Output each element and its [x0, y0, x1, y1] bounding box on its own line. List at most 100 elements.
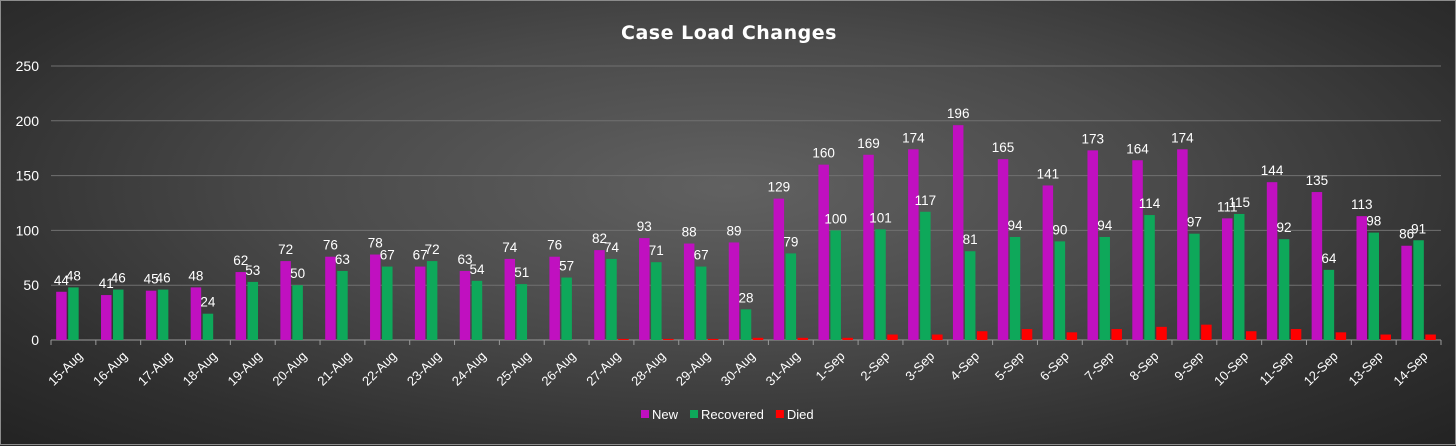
bar-died — [1066, 332, 1078, 340]
data-label-new: 62 — [233, 253, 248, 268]
bar-recovered — [1233, 213, 1245, 340]
bar-recovered — [785, 253, 797, 340]
data-label-recovered: 53 — [245, 263, 260, 278]
bar-died — [842, 337, 853, 340]
bar-died — [976, 331, 988, 340]
data-label-new: 82 — [592, 231, 607, 246]
x-tick-label: 11-Sep — [1257, 348, 1297, 388]
data-label-new: 111 — [1217, 199, 1238, 214]
x-tick-label: 7-Sep — [1082, 348, 1117, 383]
bar-new — [1042, 185, 1054, 340]
bar-new — [1356, 216, 1367, 340]
x-tick-label: 30-Aug — [718, 348, 758, 388]
data-label-new: 67 — [413, 248, 428, 263]
data-label-new: 174 — [902, 130, 925, 145]
x-tick-label: 3-Sep — [902, 348, 937, 383]
legend-swatch-new — [641, 410, 649, 418]
x-tick-label: 8-Sep — [1126, 348, 1161, 383]
bar-new — [1311, 192, 1323, 340]
bar-new — [818, 164, 829, 340]
data-label-new: 169 — [857, 136, 880, 151]
data-label-recovered: 79 — [783, 234, 798, 249]
bar-recovered — [1099, 236, 1110, 340]
bar-died — [1425, 334, 1436, 340]
x-tick-label: 1-Sep — [813, 348, 848, 383]
bar-died — [1290, 329, 1302, 340]
data-label-recovered: 71 — [649, 243, 664, 258]
bar-recovered — [1368, 232, 1379, 340]
bar-recovered — [68, 287, 79, 340]
x-tick-label: 25-Aug — [494, 348, 534, 388]
data-label-new: 174 — [1171, 130, 1194, 145]
bar-recovered — [561, 277, 572, 340]
legend-label-new: New — [652, 407, 679, 422]
x-tick-label: 13-Sep — [1346, 348, 1386, 388]
bar-recovered — [1189, 233, 1200, 340]
bar-died — [1335, 332, 1347, 340]
data-label-new: 141 — [1037, 166, 1060, 181]
data-label-new: 93 — [637, 219, 652, 234]
x-tick-label: 26-Aug — [538, 348, 578, 388]
data-label-recovered: 115 — [1228, 195, 1250, 210]
data-label-new: 113 — [1351, 197, 1373, 212]
data-label-recovered: 63 — [335, 252, 350, 267]
x-tick-label: 18-Aug — [180, 348, 220, 388]
data-label-recovered: 98 — [1366, 214, 1381, 229]
data-label-recovered: 64 — [1321, 251, 1337, 266]
bar-recovered — [471, 280, 483, 340]
data-label-new: 48 — [188, 268, 203, 283]
bar-recovered — [1009, 236, 1021, 340]
bar-died — [1201, 324, 1212, 340]
bar-died — [932, 334, 943, 340]
bar-died — [618, 338, 629, 340]
x-tick-label: 23-Aug — [404, 348, 444, 388]
data-label-new: 41 — [99, 276, 114, 291]
bar-new — [1221, 218, 1233, 340]
data-label-recovered: 92 — [1277, 220, 1292, 235]
bar-recovered — [1323, 269, 1335, 340]
bar-new — [683, 243, 695, 340]
x-tick-label: 21-Aug — [314, 348, 354, 388]
y-tick-label: 250 — [16, 58, 40, 74]
data-label-recovered: 114 — [1139, 196, 1161, 211]
x-tick-label: 20-Aug — [269, 348, 309, 388]
bar-new — [549, 256, 560, 340]
bar-recovered — [1144, 215, 1155, 340]
bar-new — [1132, 160, 1143, 340]
data-label-recovered: 74 — [604, 240, 620, 255]
data-label-recovered: 48 — [66, 268, 81, 283]
data-label-recovered: 67 — [380, 248, 395, 263]
bar-new — [280, 261, 291, 340]
x-tick-label: 12-Sep — [1301, 348, 1341, 388]
x-tick-label: 16-Aug — [90, 348, 130, 388]
data-label-recovered: 46 — [111, 271, 126, 286]
y-tick-label: 50 — [23, 277, 39, 293]
bar-died — [1245, 331, 1257, 340]
data-label-recovered: 24 — [200, 295, 216, 310]
y-tick-label: 200 — [16, 113, 40, 129]
data-label-new: 135 — [1306, 173, 1329, 188]
bar-recovered — [1054, 241, 1066, 340]
legend-label-died: Died — [787, 407, 814, 422]
bar-new — [728, 242, 740, 340]
data-label-recovered: 57 — [559, 259, 574, 274]
data-label-recovered: 81 — [963, 232, 978, 247]
x-tick-label: 28-Aug — [628, 348, 668, 388]
data-label-new: 129 — [768, 180, 791, 195]
bar-new — [863, 154, 874, 340]
data-label-new: 76 — [323, 238, 338, 253]
bar-new — [370, 254, 381, 340]
bar-new — [1087, 150, 1098, 340]
data-label-recovered: 28 — [738, 290, 753, 305]
x-tick-label: 4-Sep — [947, 348, 982, 383]
y-tick-label: 150 — [16, 168, 40, 184]
data-label-recovered: 117 — [915, 193, 937, 208]
bar-recovered — [920, 211, 931, 340]
bar-new — [997, 159, 1009, 340]
data-label-new: 144 — [1261, 163, 1284, 178]
bar-recovered — [606, 258, 617, 340]
y-axis: 0 50 100 150 200 250 — [16, 58, 40, 348]
